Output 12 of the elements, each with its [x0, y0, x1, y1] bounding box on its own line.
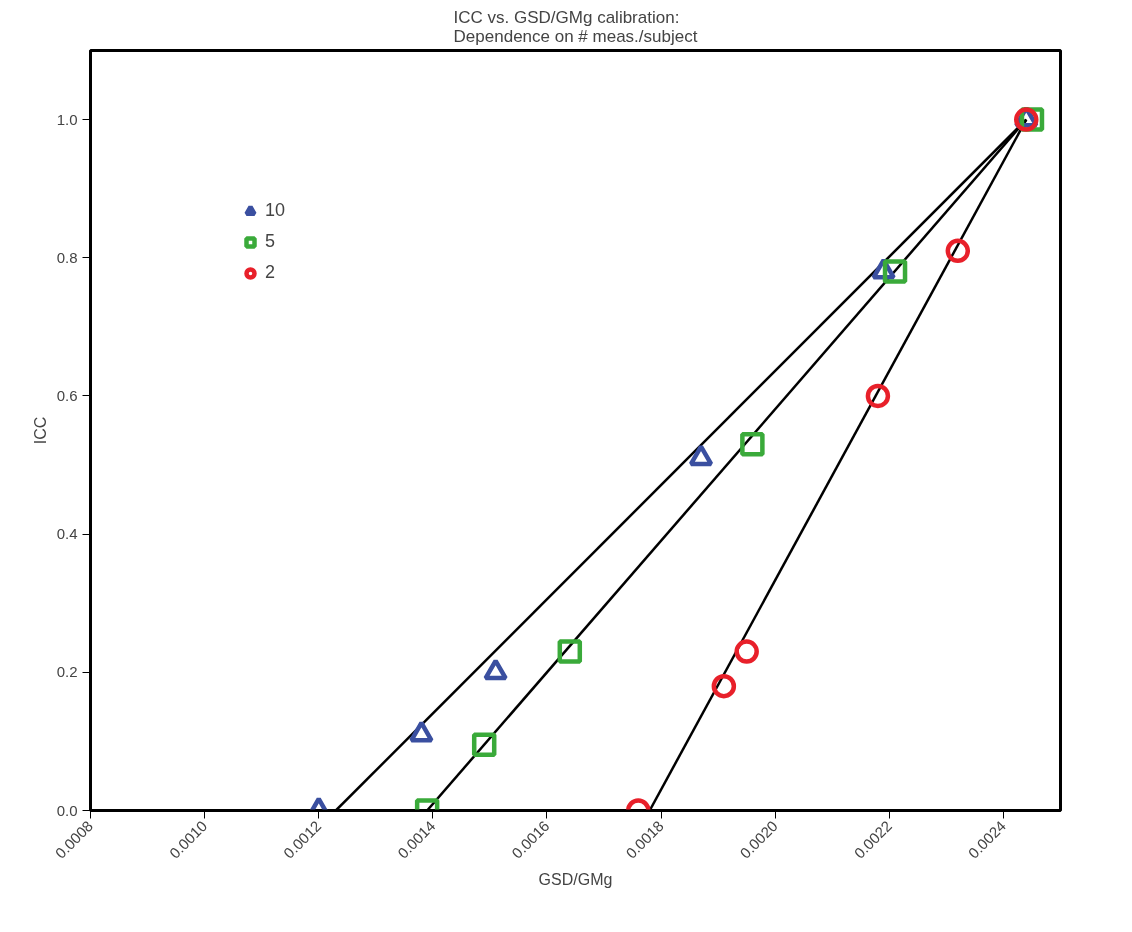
y-tick-label: 0.2: [56, 663, 78, 681]
y-tick-label: 0.4: [56, 525, 78, 543]
y-tick-label: 0.0: [56, 801, 78, 819]
legend-label: 10: [265, 200, 286, 221]
y-tick-label: 0.8: [56, 248, 78, 266]
y-tick-label: 0.6: [56, 386, 78, 404]
y-axis-title: ICC: [31, 416, 49, 445]
y-tick-label: 1.0: [56, 110, 78, 128]
chart-title: ICC vs. GSD/GMg calibration: Dependence on # meas./subject: [453, 7, 698, 46]
legend-label: 2: [265, 262, 276, 283]
legend-label: 5: [265, 231, 276, 252]
x-axis-title: GSD/GMg: [538, 871, 613, 888]
